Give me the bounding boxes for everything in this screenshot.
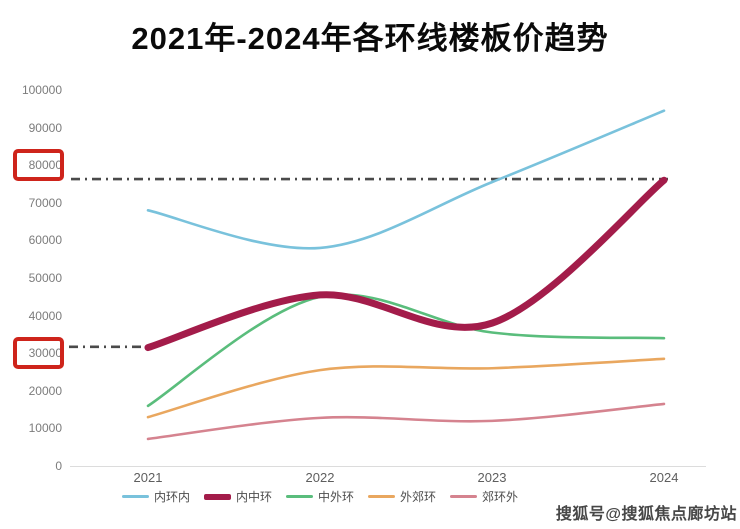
- y-axis-tick-label: 0: [55, 459, 62, 473]
- legend-item-1[interactable]: 内中环: [203, 488, 272, 505]
- legend-line-swatch: [450, 495, 478, 498]
- series-line-1: [144, 176, 668, 352]
- y-axis-tick-label: 20000: [28, 383, 62, 398]
- legend-label: 外郊环: [400, 490, 437, 504]
- legend-line-swatch: [368, 495, 395, 498]
- series-line-4: [146, 402, 666, 441]
- y-axis-tick-label: 30000: [28, 346, 62, 361]
- legend-label: 郊环外: [482, 490, 519, 504]
- chart-title: 2021年-2024年各环线楼板价趋势: [131, 21, 609, 56]
- y-axis-tick-label: 10000: [28, 421, 62, 436]
- legend-item-4[interactable]: 郊环外: [450, 488, 518, 505]
- chart-legend: 内环内 内中环 中外环 外郊环 郊环外: [0, 488, 640, 505]
- series-line-3: [146, 357, 666, 419]
- y-axis-tick-label: 60000: [28, 233, 62, 248]
- y-axis-tick-label: 90000: [28, 120, 62, 135]
- x-axis-tick-label: 2022: [305, 470, 335, 485]
- y-axis-tick-label: 80000: [28, 158, 62, 173]
- legend-item-0[interactable]: 内环内: [121, 488, 190, 505]
- legend-label: 内环内: [153, 490, 190, 504]
- legend-label: 内中环: [235, 490, 272, 504]
- legend-label: 中外环: [317, 490, 354, 504]
- y-axis-tick-label: 70000: [28, 195, 62, 210]
- highlight-box-30000: [13, 337, 64, 370]
- highlight-box-80000: [13, 149, 64, 182]
- y-axis-tick-label: 50000: [28, 271, 62, 285]
- series-line-0: [146, 109, 666, 250]
- legend-line-swatch: [285, 495, 313, 498]
- legend-line-swatch: [121, 495, 149, 498]
- x-axis-tick-label: 2024: [649, 470, 679, 485]
- legend-item-3[interactable]: 外郊环: [368, 488, 436, 505]
- series-line-2: [146, 293, 666, 408]
- legend-item-2[interactable]: 中外环: [285, 488, 354, 505]
- x-axis-tick-label: 2023: [477, 470, 507, 485]
- y-axis-tick-label: 100000: [21, 83, 62, 97]
- legend-line-swatch: [203, 493, 231, 500]
- x-axis-tick-label: 2021: [133, 470, 163, 485]
- y-axis-tick-label: 40000: [28, 308, 62, 323]
- watermark-text: 搜狐号@搜狐焦点廊坊站: [555, 506, 737, 523]
